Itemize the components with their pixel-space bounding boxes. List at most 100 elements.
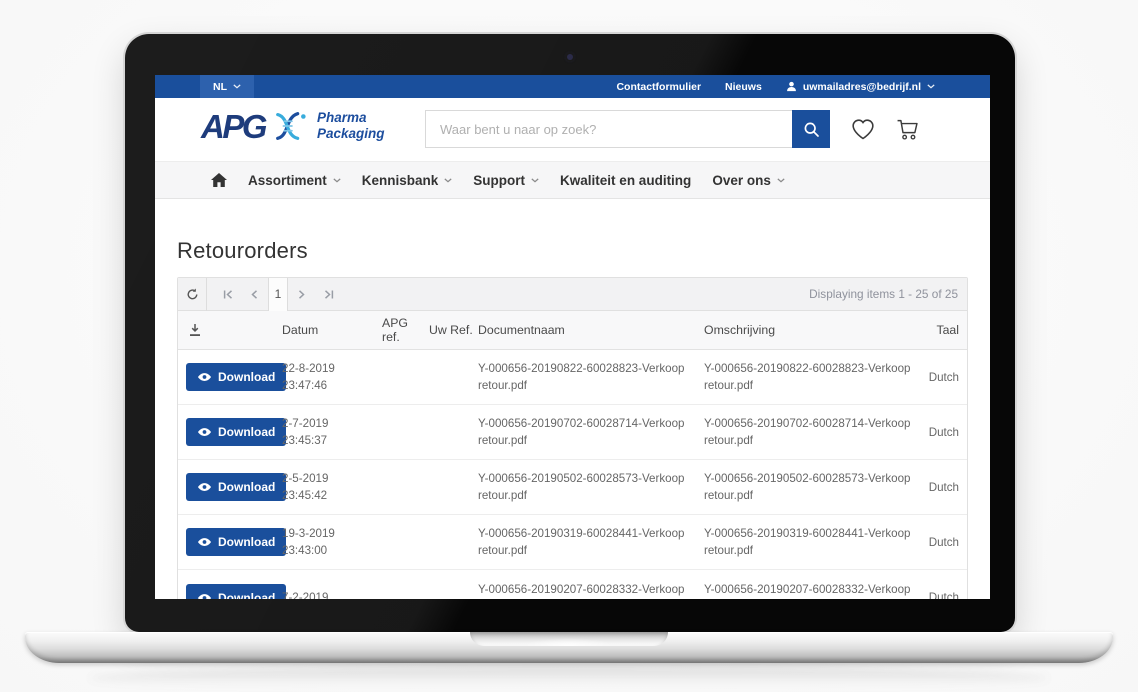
- row-time: 23:45:37: [282, 434, 328, 447]
- row-language: Dutch: [928, 480, 959, 494]
- row-document-name: Y-000656-20190502-60028573-Verkoop retou…: [478, 472, 685, 502]
- row-time: 23:43:00: [282, 544, 328, 557]
- site-header: APG Pharma Packaging: [155, 98, 990, 161]
- row-date: 7-2-2019: [282, 591, 329, 599]
- table-header-row: Datum APG ref. Uw Ref. Documentnaam Omsc…: [178, 311, 967, 350]
- last-page-icon: [324, 289, 333, 299]
- logo-tagline-2: Packaging: [317, 126, 385, 141]
- chevron-down-icon: [927, 84, 935, 89]
- eye-icon: [197, 538, 212, 546]
- table-row: Download 2-7-2019 23:45:37 Y-000656-20190…: [178, 405, 967, 460]
- user-icon: [786, 81, 796, 92]
- current-page[interactable]: 1: [268, 277, 288, 311]
- retourorders-table: 1 Displaying items 1 - 25: [177, 277, 968, 599]
- row-date: 2-5-2019: [282, 472, 329, 485]
- nav-item-support[interactable]: Support: [473, 173, 539, 188]
- download-button[interactable]: Download: [186, 528, 287, 556]
- laptop-screen-bezel: NL Contactformulier Nieuws uwmailadres@b…: [125, 34, 1015, 632]
- user-email: uwmailadres@bedrijf.nl: [802, 80, 921, 93]
- row-document-name: Y-000656-20190702-60028714-Verkoop retou…: [478, 417, 685, 447]
- refresh-button[interactable]: [178, 277, 207, 311]
- chevron-down-icon: [233, 84, 241, 89]
- page-content: Retourorders: [155, 238, 990, 599]
- top-utility-bar: NL Contactformulier Nieuws uwmailadres@b…: [155, 75, 990, 98]
- language-label: NL: [213, 80, 227, 93]
- page-title: Retourorders: [177, 238, 308, 263]
- nav-label: Support: [473, 172, 526, 188]
- column-header-datum: Datum: [282, 323, 319, 337]
- nav-label: Kwaliteit en auditing: [560, 172, 692, 188]
- contactformulier-link[interactable]: Contactformulier: [616, 80, 702, 93]
- download-label: Download: [218, 480, 276, 494]
- column-header-documentnaam: Documentnaam: [478, 323, 565, 337]
- logo-tagline-1: Pharma: [317, 110, 367, 126]
- next-page-icon: [298, 289, 305, 299]
- download-button[interactable]: Download: [186, 363, 287, 391]
- chevron-down-icon: [333, 177, 341, 183]
- eye-icon: [197, 483, 212, 491]
- last-page-button[interactable]: [315, 278, 342, 311]
- pagination-status: Displaying items 1 - 25 of 25: [809, 287, 958, 301]
- column-header-uw-ref: Uw Ref.: [429, 323, 473, 337]
- language-selector[interactable]: NL: [200, 75, 254, 98]
- user-account-menu[interactable]: uwmailadres@bedrijf.nl: [786, 81, 935, 93]
- row-language: Dutch: [928, 370, 959, 384]
- cart-button[interactable]: [893, 115, 923, 143]
- nav-label: Assortiment: [248, 172, 327, 188]
- nav-item-kwaliteit-en-auditing[interactable]: Kwaliteit en auditing: [560, 173, 691, 188]
- download-button[interactable]: Download: [186, 418, 287, 446]
- cart-icon: [897, 119, 918, 140]
- nav-item-kennisbank[interactable]: Kennisbank: [362, 173, 453, 188]
- table-row: Download 7-2-2019 Y-000656-20190207-6002…: [178, 570, 967, 599]
- nav-item-assortiment[interactable]: Assortiment: [248, 173, 341, 188]
- row-description: Y-000656-20190822-60028823-Verkoop retou…: [704, 362, 911, 392]
- nieuws-link[interactable]: Nieuws: [725, 80, 762, 93]
- row-description: Y-000656-20190319-60028441-Verkoop retou…: [704, 527, 911, 557]
- wishlist-button[interactable]: [848, 115, 878, 143]
- download-button[interactable]: Download: [186, 473, 287, 501]
- nav-label: Over ons: [712, 172, 771, 188]
- row-language: Dutch: [928, 425, 959, 439]
- chevron-down-icon: [444, 177, 452, 183]
- column-header-apg-ref: APG ref.: [382, 316, 408, 344]
- eye-icon: [197, 373, 212, 381]
- main-navigation: Assortiment Kennisbank Support Kwaliteit…: [155, 161, 990, 199]
- row-description: Y-000656-20190502-60028573-Verkoop retou…: [704, 472, 911, 502]
- search-icon: [804, 122, 819, 137]
- eye-icon: [197, 593, 212, 599]
- laptop-reflection: [90, 666, 1048, 690]
- download-icon: [190, 324, 200, 336]
- browser-viewport: NL Contactformulier Nieuws uwmailadres@b…: [155, 75, 990, 599]
- search-button[interactable]: [792, 110, 830, 148]
- row-date: 19-3-2019: [282, 527, 335, 540]
- table-row: Download 2-5-2019 23:45:42 Y-000656-20190…: [178, 460, 967, 515]
- download-label: Download: [218, 590, 276, 600]
- logo-wordmark: APG: [201, 107, 268, 145]
- download-label: Download: [218, 370, 276, 384]
- download-button[interactable]: Download: [186, 583, 287, 600]
- row-document-name: Y-000656-20190319-60028441-Verkoop retou…: [478, 527, 685, 557]
- prev-page-icon: [251, 289, 258, 299]
- refresh-icon: [187, 288, 197, 299]
- webcam-dot: [567, 54, 573, 60]
- apg-logo[interactable]: APG Pharma Packaging: [201, 109, 385, 143]
- pagination-bar: 1 Displaying items 1 - 25: [178, 277, 967, 311]
- nav-home[interactable]: [211, 173, 227, 187]
- prev-page-button[interactable]: [241, 278, 268, 311]
- nav-item-over-ons[interactable]: Over ons: [712, 173, 785, 188]
- next-page-button[interactable]: [288, 278, 315, 311]
- laptop-base-notch: [470, 632, 668, 646]
- row-language: Dutch: [928, 535, 959, 549]
- column-header-omschrijving: Omschrijving: [704, 323, 776, 337]
- row-document-name: Y-000656-20190822-60028823-Verkoop retou…: [478, 362, 685, 392]
- dna-helix-icon: [276, 112, 306, 140]
- column-header-taal: Taal: [936, 323, 959, 337]
- chevron-down-icon: [777, 177, 785, 183]
- row-time: 23:45:42: [282, 489, 328, 502]
- first-page-button[interactable]: [214, 278, 241, 311]
- search-input[interactable]: [425, 110, 792, 148]
- search-bar: [425, 110, 830, 148]
- download-label: Download: [218, 535, 276, 549]
- row-date: 2-7-2019: [282, 417, 329, 430]
